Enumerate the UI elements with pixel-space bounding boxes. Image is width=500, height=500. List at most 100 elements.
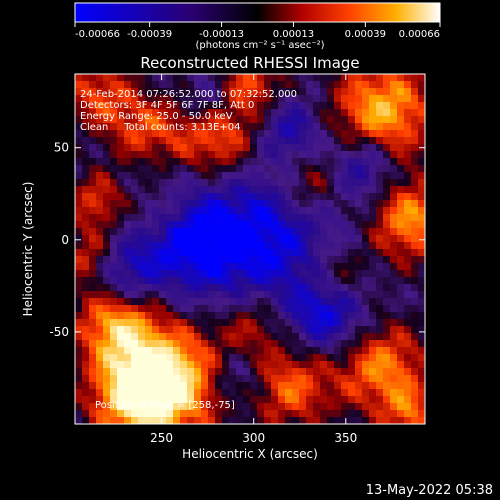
heatmap-cell [369,389,377,397]
heatmap-cell [313,151,321,159]
heatmap-cell [264,410,272,418]
heatmap-cell [103,270,111,278]
heatmap-cell [201,193,209,201]
heatmap-cell [411,354,419,362]
heatmap-cell [159,333,167,341]
heatmap-cell [215,200,223,208]
heatmap-cell [236,410,244,418]
heatmap-cell [152,144,160,152]
heatmap-cell [215,389,223,397]
heatmap-cell [96,116,104,124]
heatmap-cell [348,277,356,285]
heatmap-cell [103,165,111,173]
heatmap-cell [264,179,272,187]
heatmap-cell [229,354,237,362]
heatmap-cell [229,417,237,425]
heatmap-cell [355,200,363,208]
heatmap-cell [124,228,132,236]
heatmap-cell [82,326,90,334]
heatmap-cell [306,298,314,306]
heatmap-cell [208,179,216,187]
heatmap-cell [96,95,104,103]
heatmap-cell [404,172,412,180]
heatmap-cell [334,382,342,390]
heatmap-cell [362,270,370,278]
colorbar-ticks: -0.00066 -0.00039 -0.00013 0.00013 0.00039 0.… [74,22,441,40]
heatmap-cell [292,361,300,369]
heatmap-cell [159,347,167,355]
heatmap-cell [341,396,349,404]
heatmap-cell [341,375,349,383]
heatmap-cell [180,263,188,271]
heatmap-cell [285,340,293,348]
heatmap-cell [208,74,216,82]
heatmap-cell [96,326,104,334]
heatmap-cell [208,326,216,334]
heatmap-cell [327,88,335,96]
heatmap-cell [250,179,258,187]
heatmap-cell [131,256,139,264]
heatmap-cell [411,326,419,334]
heatmap-cell [166,333,174,341]
heatmap-cell [96,102,104,110]
heatmap-cell [418,102,426,110]
heatmap-cell [131,242,139,250]
heatmap-cell [362,165,370,173]
heatmap-cell [187,410,195,418]
heatmap-cell [173,144,181,152]
heatmap-cell [264,144,272,152]
heatmap-cell [159,312,167,320]
heatmap-cell [369,284,377,292]
heatmap-cell [299,270,307,278]
heatmap-cell [145,123,153,131]
heatmap-cell [110,389,118,397]
heatmap-cell [264,151,272,159]
heatmap-cell [411,270,419,278]
heatmap-cell [187,207,195,215]
heatmap-cell [173,207,181,215]
heatmap-cell [390,375,398,383]
heatmap-cell [201,361,209,369]
heatmap-cell [131,305,139,313]
heatmap-cell [222,361,230,369]
heatmap-cell [383,382,391,390]
heatmap-cell [320,116,328,124]
heatmap-cell [271,172,279,180]
heatmap-cell [362,186,370,194]
heatmap-cell [411,109,419,117]
heatmap-cell [278,249,286,257]
heatmap-cell [138,389,146,397]
heatmap-cell [187,74,195,82]
heatmap-cell [411,291,419,299]
heatmap-cell [96,88,104,96]
heatmap-cell [124,410,132,418]
heatmap-cell [362,326,370,334]
heatmap-cell [264,172,272,180]
heatmap-cell [236,186,244,194]
heatmap-cell [131,200,139,208]
heatmap-cell [306,207,314,215]
heatmap-cell [236,165,244,173]
heatmap-cell [131,172,139,180]
heatmap-cell [110,410,118,418]
heatmap-cell [362,382,370,390]
heatmap-cell [229,298,237,306]
heatmap-cell [327,109,335,117]
heatmap-cell [306,193,314,201]
heatmap-cell [103,214,111,222]
heatmap-cell [376,193,384,201]
heatmap-cell [208,312,216,320]
heatmap-cell [124,361,132,369]
heatmap-cell [383,81,391,89]
heatmap-cell [362,291,370,299]
heatmap-cell [257,270,265,278]
heatmap-cell [264,228,272,236]
heatmap-cell [194,340,202,348]
heatmap-cell [229,137,237,145]
heatmap-cell [257,347,265,355]
heatmap-cell [341,256,349,264]
heatmap-cell [243,242,251,250]
heatmap-cell [187,81,195,89]
heatmap-cell [215,284,223,292]
